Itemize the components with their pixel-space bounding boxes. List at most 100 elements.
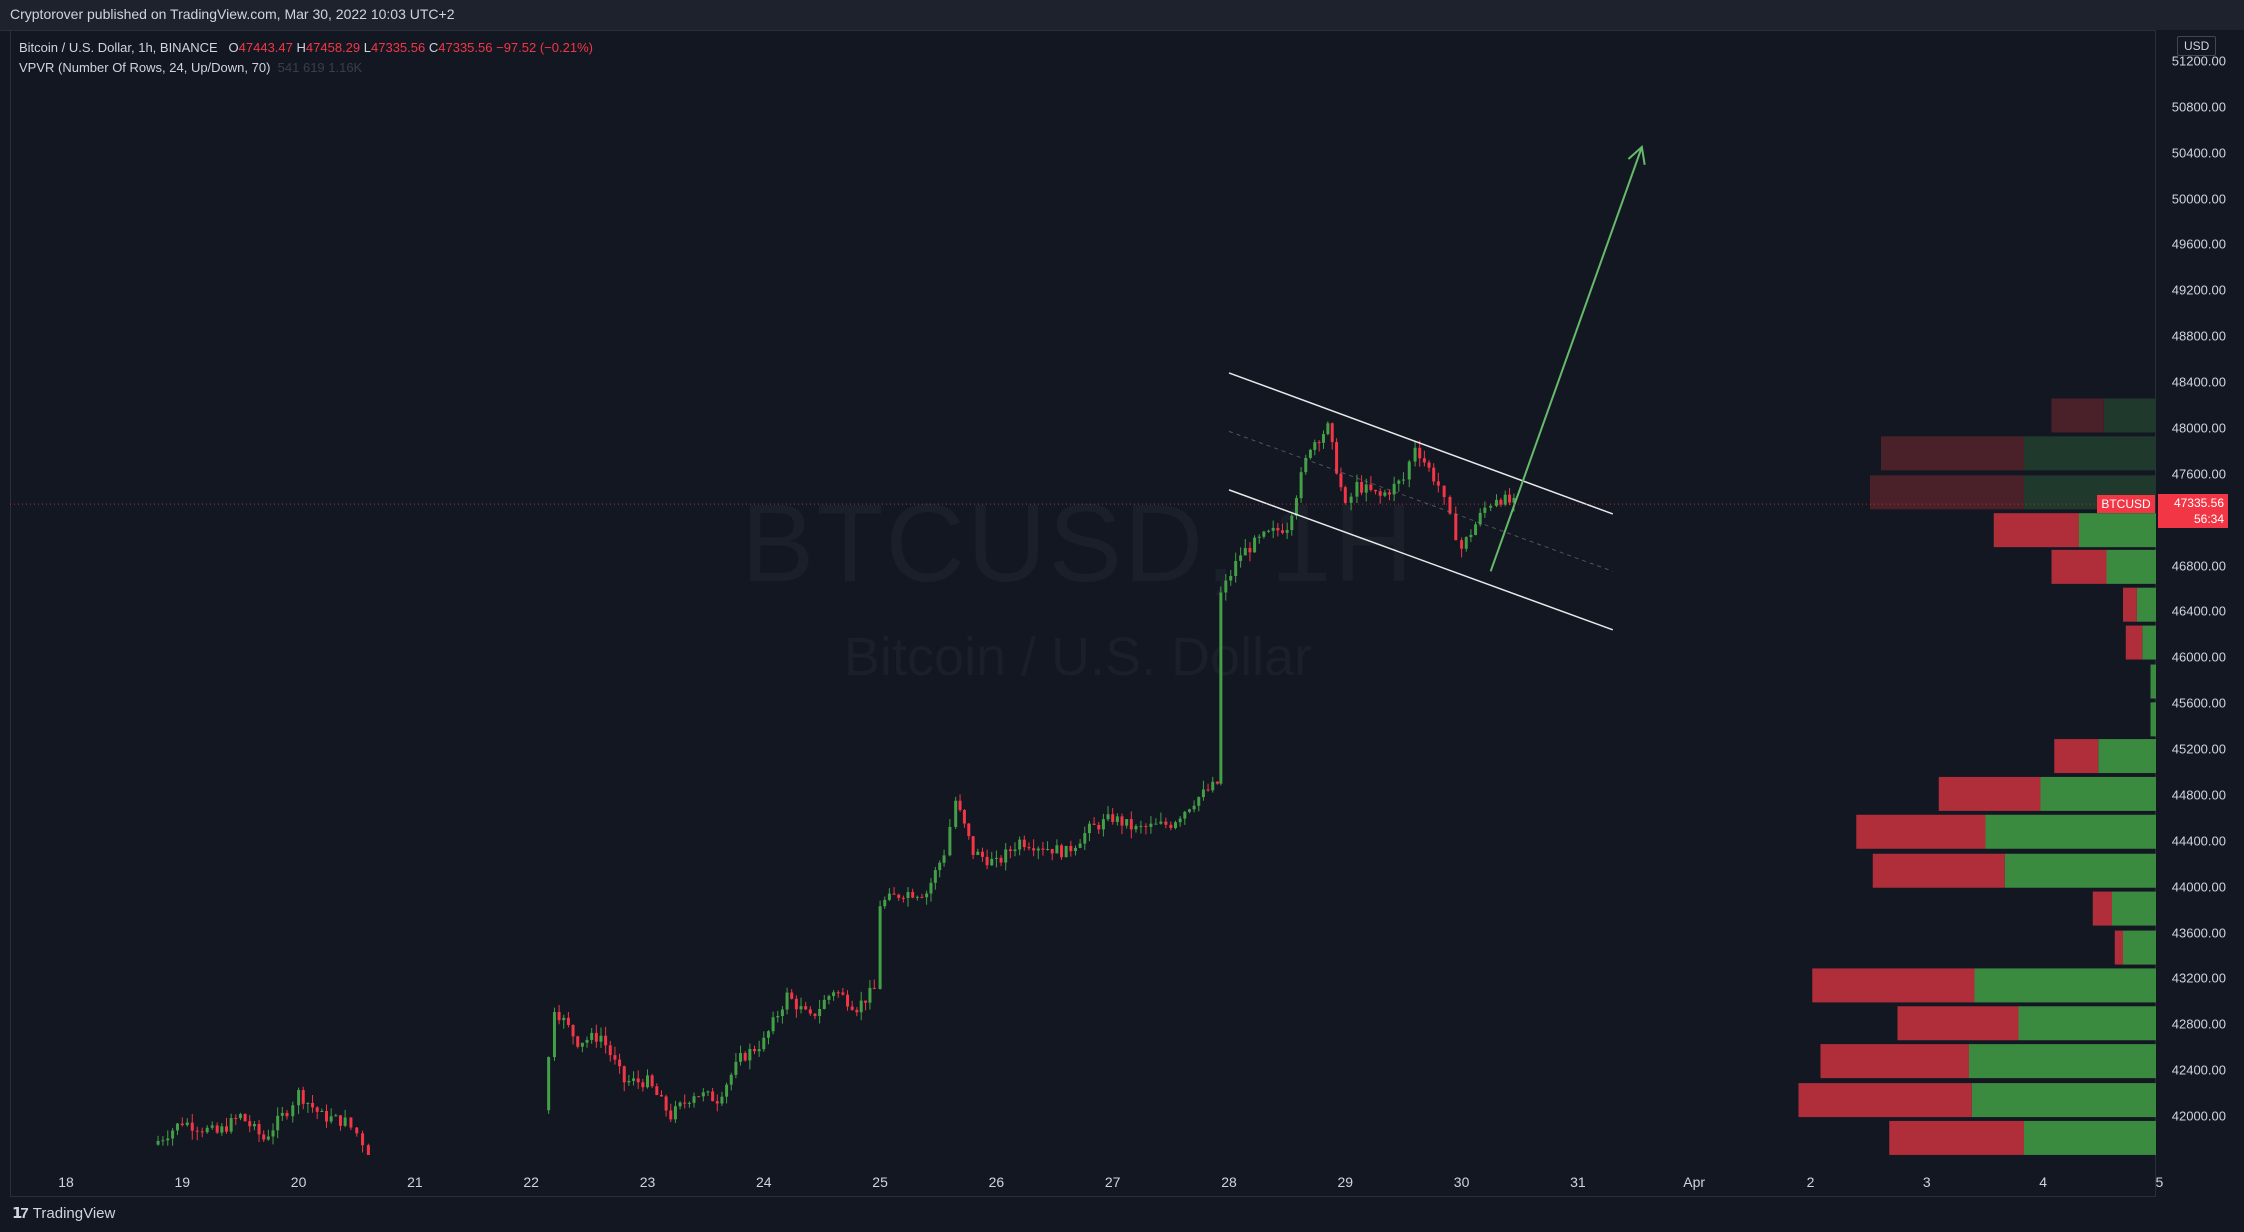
candle-body [1169,824,1173,829]
time-tick-label: 24 [756,1174,772,1190]
ohlc-legend[interactable]: Bitcoin / U.S. Dollar, 1h, BINANCE O4744… [19,38,593,58]
candle-body [1239,555,1243,561]
candle-body [669,1110,673,1120]
vp-down-bar [1798,1083,1972,1118]
candle-body [1355,481,1359,497]
price-tick-label: 42800.00 [2171,1016,2226,1032]
candle-body [850,1006,854,1010]
candle-body [911,891,915,898]
candle-body [1215,781,1219,784]
price-tick-label: 44800.00 [2171,787,2226,803]
candle-body [664,1096,668,1111]
candle-body [1174,822,1178,829]
candle-body [1060,845,1064,858]
price-tick-label: 49200.00 [2171,282,2226,298]
candle-body [1192,805,1196,810]
candle-body [683,1102,687,1104]
price-tick-label: 51200.00 [2171,53,2226,69]
candle-body [827,996,831,1000]
vp-up-bar [2024,1120,2156,1155]
candle-body [557,1011,561,1021]
candle-body [942,855,946,863]
candle-body [1073,847,1077,852]
candle-body [229,1118,233,1132]
candle-body [1454,513,1458,541]
vp-up-bar [2142,625,2156,660]
candle-body [210,1125,214,1128]
candle-body [1413,447,1417,462]
candle-body [285,1112,289,1117]
price-tick-label: 46000.00 [2171,649,2226,665]
time-axis[interactable]: 18 19 20 21 22 23 24 25 26 27 28 29 30 31 Apr 2 3 4 5 [0,1166,2163,1196]
candle-body [366,1145,370,1155]
candle-body [243,1114,247,1122]
candle-body [948,826,952,856]
candle-body [1276,527,1280,531]
candle-body [967,823,971,837]
candle-body [650,1075,654,1087]
candle-body [994,857,998,859]
candle-body [790,992,794,999]
close-label: C [428,40,439,55]
candle-body [673,1106,677,1120]
candle-body [1401,479,1405,481]
candle-body [1478,512,1482,525]
vp-down-bar [1812,968,1975,1003]
candle-body [161,1140,165,1142]
candle-body [808,1009,812,1014]
price-tick-label: 46800.00 [2171,558,2226,574]
candle-body [641,1082,645,1088]
candle-body [872,987,876,989]
candle-body [915,896,919,898]
candle-body [1159,821,1163,824]
candle-body [1383,492,1387,496]
candle-body [725,1084,729,1097]
candle-body [1407,461,1411,480]
high-value: 47458.29 [305,40,361,55]
candle-body [771,1017,775,1032]
candle-body [1474,524,1478,535]
time-tick-label: 20 [290,1174,307,1190]
candle-body [1387,492,1391,495]
candle-body [1326,423,1330,435]
candle-body [1432,467,1436,482]
candle-body [920,896,924,898]
candle-body [618,1059,622,1067]
candle-body [262,1134,266,1140]
price-tick-label: 42000.00 [2171,1108,2226,1124]
candle-body [1469,534,1473,538]
candle-body [958,800,962,811]
low-value: 47335.56 [371,40,426,55]
price-tick-label: 50400.00 [2171,145,2226,161]
candle-body [190,1122,194,1131]
candle-body [697,1096,701,1098]
time-tick-label: 26 [988,1174,1005,1190]
vp-up-bar [1985,814,2156,849]
candle-body [729,1074,733,1085]
candle-body [266,1136,270,1140]
vp-down-bar [1938,776,2041,811]
candle-body [1499,499,1503,505]
candle-body [1294,498,1298,516]
price-tick-label: 49600.00 [2171,236,2226,252]
candle-body [1178,818,1182,823]
time-tick-label: 23 [639,1174,656,1190]
candle-body [659,1095,663,1097]
currency-button[interactable]: USD [2177,36,2217,56]
symbol-price-tag: BTCUSD [2097,495,2155,513]
candle-body [329,1116,333,1122]
candle-body [1464,537,1468,549]
candle-body [276,1115,280,1131]
time-tick-label: 28 [1221,1174,1237,1190]
price-axis[interactable]: 42000.00 42400.00 42800.00 43200.00 43600.00… [2156,30,2244,1197]
candle-body [1304,457,1308,473]
candle-body [1125,819,1129,826]
price-tick-label: 44000.00 [2171,879,2226,895]
candle-body [859,1000,863,1013]
tradingview-brand[interactable]: 𝟭7 TradingView [12,1204,115,1223]
candle-body [1211,781,1215,791]
candle-body [655,1086,659,1096]
candle-body [355,1127,359,1134]
vpvr-legend[interactable]: VPVR (Number Of Rows, 24, Up/Down, 70) 5… [19,58,593,78]
